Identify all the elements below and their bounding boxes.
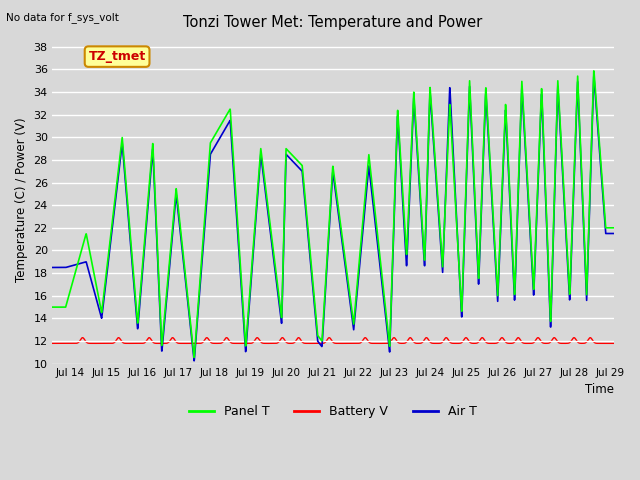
X-axis label: Time: Time <box>584 384 614 396</box>
Title: Tonzi Tower Met: Temperature and Power: Tonzi Tower Met: Temperature and Power <box>183 15 483 30</box>
Legend: Panel T, Battery V, Air T: Panel T, Battery V, Air T <box>184 400 482 423</box>
Text: No data for f_sys_volt: No data for f_sys_volt <box>6 12 119 23</box>
Y-axis label: Temperature (C) / Power (V): Temperature (C) / Power (V) <box>15 117 28 282</box>
Text: TZ_tmet: TZ_tmet <box>88 50 146 63</box>
